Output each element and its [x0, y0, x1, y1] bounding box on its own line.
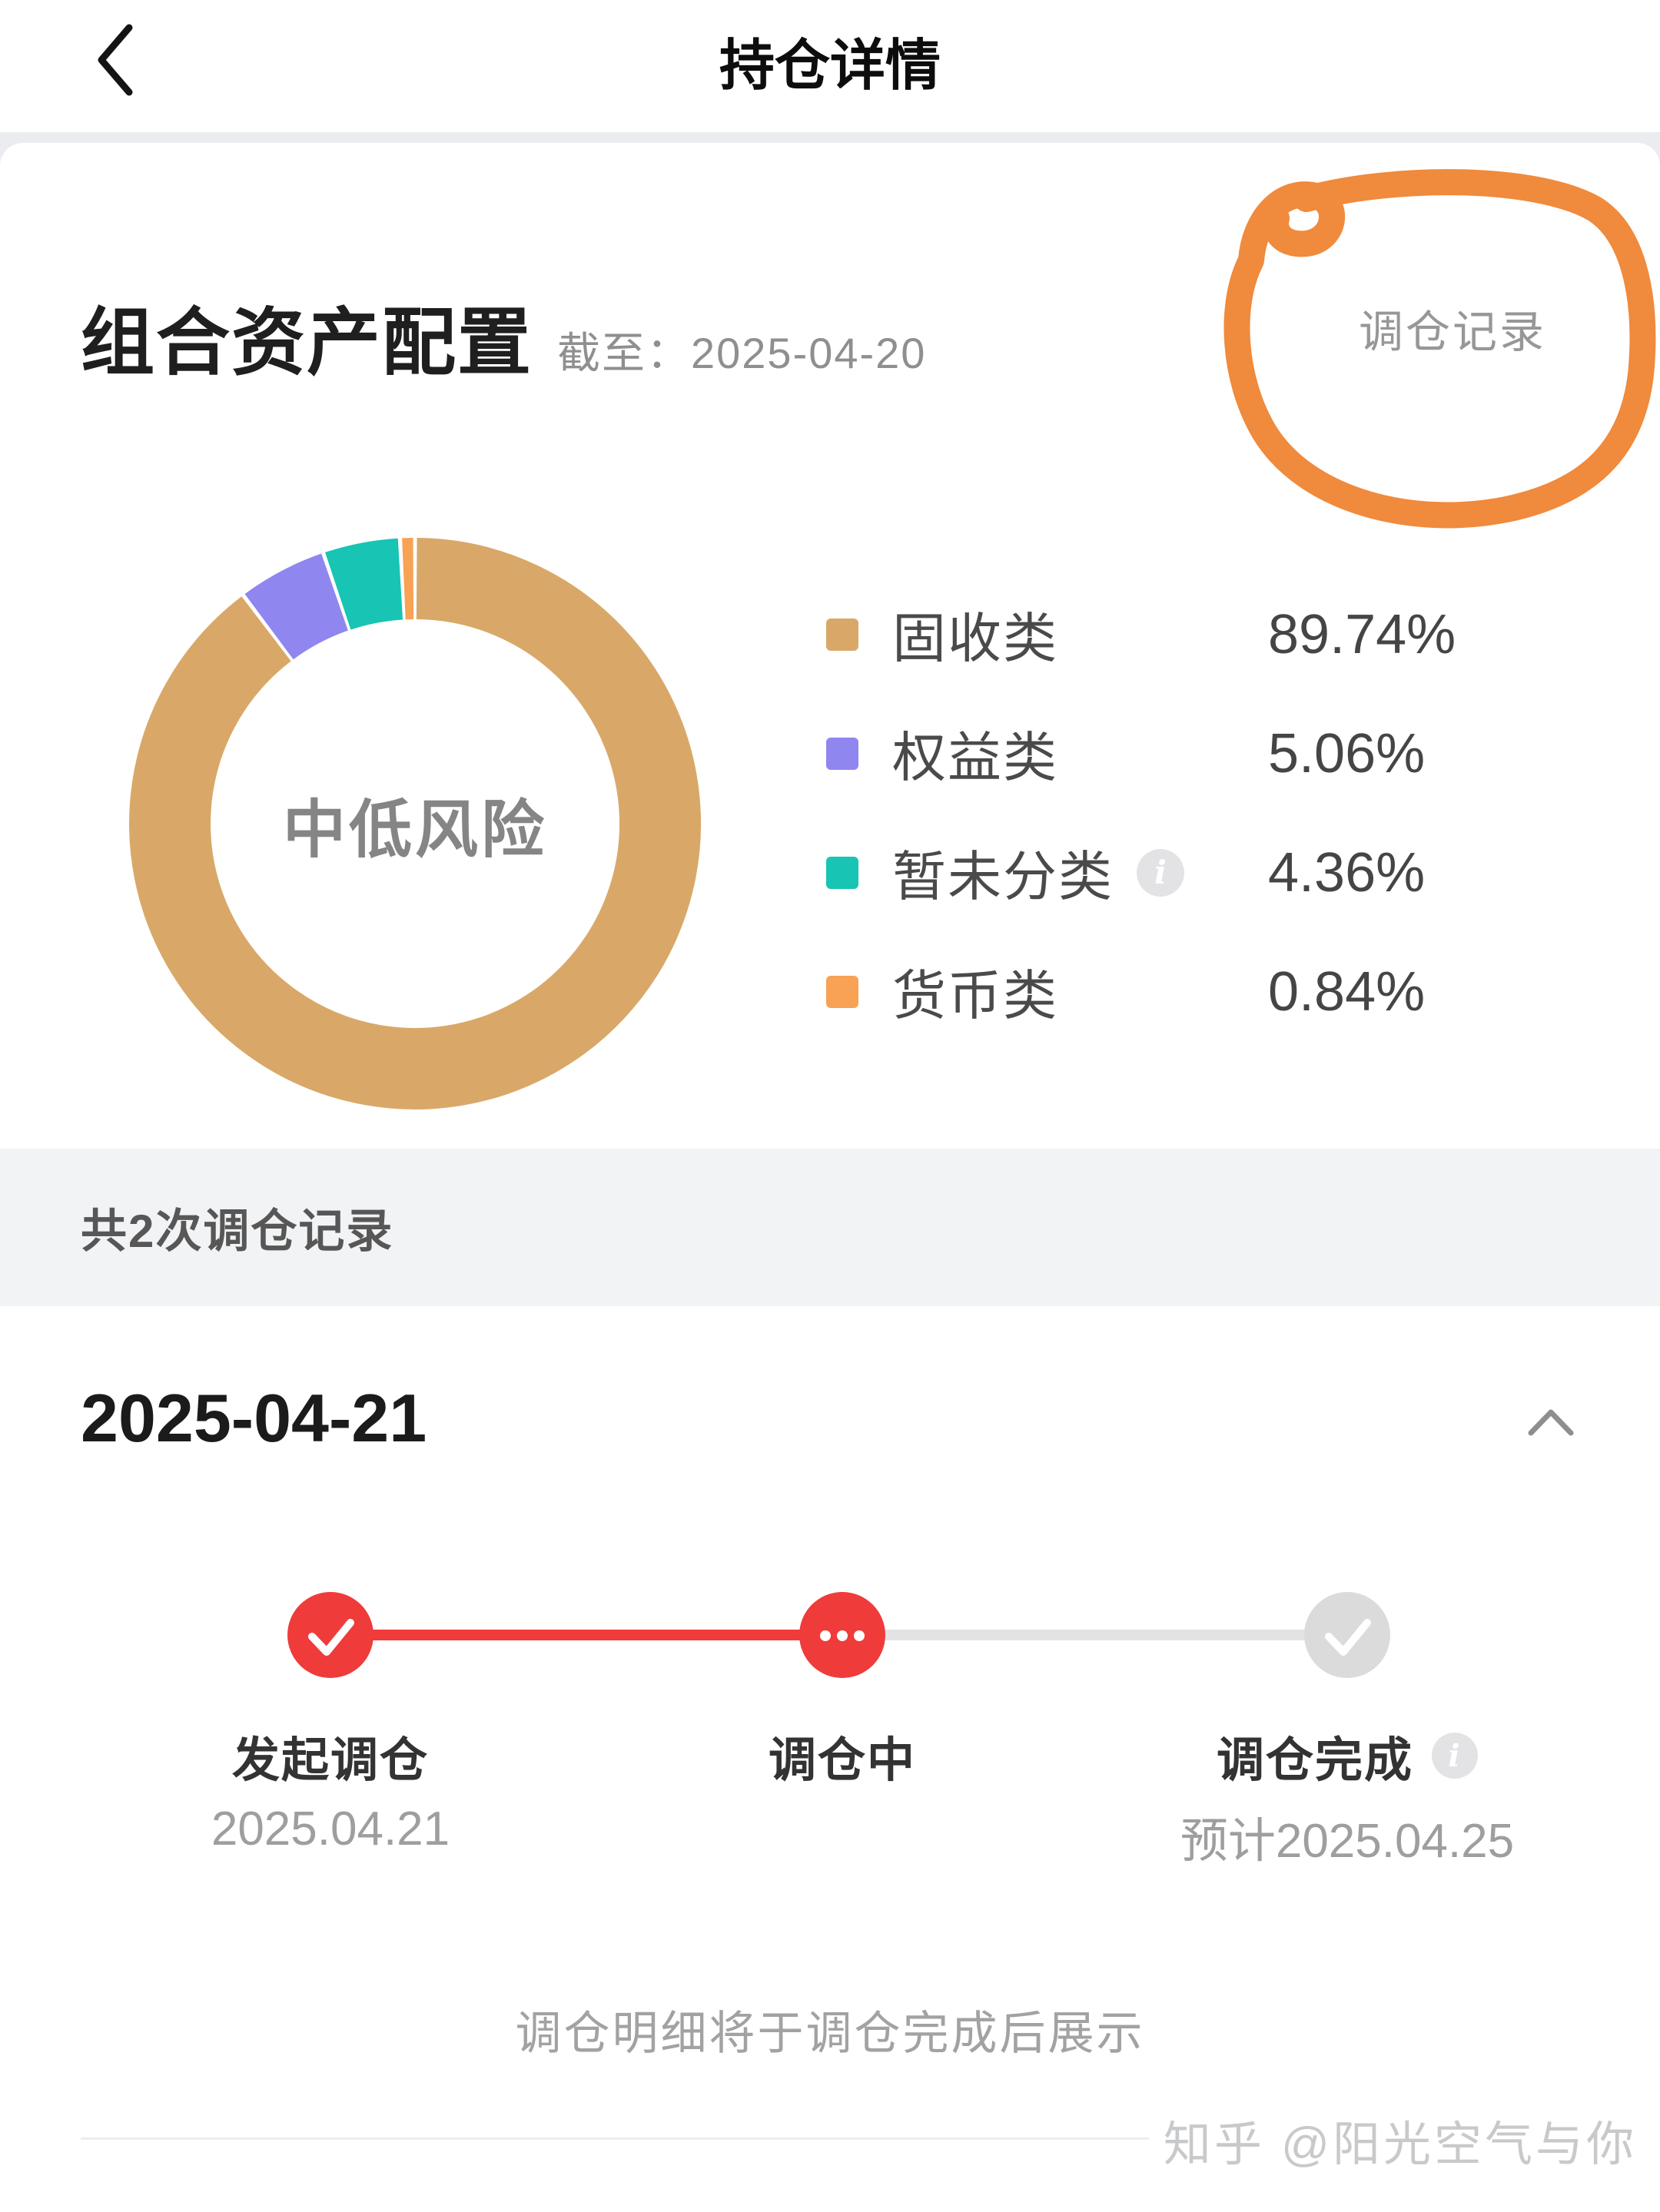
- legend-item: 固收类 89.74%: [826, 575, 1618, 694]
- back-icon[interactable]: [86, 22, 146, 98]
- legend-swatch-fixed-income: [826, 618, 858, 651]
- chevron-up-icon[interactable]: [1526, 1406, 1576, 1438]
- step-complete-circle: [1304, 1592, 1390, 1678]
- pending-detail-note: 调仓明细将于调仓完成后展示: [515, 2008, 1145, 2059]
- info-icon[interactable]: i: [1137, 848, 1184, 897]
- step-label-initiated: 发起调仓: [231, 1734, 429, 1787]
- records-summary-text: 共2次调仓记录: [81, 1205, 394, 1257]
- records-summary-bar: 共2次调仓记录: [0, 1149, 1660, 1306]
- step-label-complete: 调仓完成 i: [1147, 1721, 1547, 1790]
- navbar: 持仓详情: [0, 0, 1660, 132]
- risk-level-label: 中低风险: [282, 794, 547, 865]
- as-of-date: 截至：2025-04-20: [557, 329, 927, 377]
- divider: [81, 2137, 1149, 2140]
- allocation-donut-chart: 中低风险: [100, 505, 730, 1142]
- check-icon: [308, 1619, 354, 1656]
- step-label-in-progress: 调仓中: [768, 1734, 916, 1787]
- check-icon: [1325, 1619, 1371, 1656]
- info-icon[interactable]: i: [1432, 1733, 1478, 1779]
- record-date-header: 2025-04-21: [81, 1380, 427, 1456]
- legend-swatch-equity: [826, 737, 858, 770]
- donut-rings: [129, 538, 701, 1109]
- legend-swatch-currency: [826, 975, 858, 1008]
- step-in-progress-circle: [799, 1592, 885, 1678]
- step-date-initiated: 2025.04.21: [211, 1802, 450, 1855]
- watermark: 知乎 @阳光空气与你: [1163, 2118, 1637, 2171]
- allocation-header: 组合资产配置 截至：2025-04-20: [81, 283, 926, 390]
- step-date-complete: 预计2025.04.25: [1180, 1815, 1515, 1868]
- allocation-legend: 固收类 89.74% 权益类 5.06% 暂未分类 i 4.36% 货币类 0.…: [826, 575, 1618, 1051]
- step-initiated-circle: [287, 1592, 374, 1678]
- stepper-progress: [330, 1630, 842, 1640]
- legend-item: 货币类 0.84%: [826, 932, 1618, 1051]
- rebalance-records-link[interactable]: 调仓记录: [1358, 307, 1546, 357]
- page-title: 持仓详情: [719, 35, 941, 97]
- legend-swatch-unclassified: [826, 856, 858, 889]
- allocation-title: 组合资产配置: [81, 302, 533, 384]
- legend-item: 暂未分类 i 4.36%: [826, 813, 1618, 932]
- ellipsis-icon: [820, 1630, 865, 1641]
- legend-item: 权益类 5.06%: [826, 694, 1618, 813]
